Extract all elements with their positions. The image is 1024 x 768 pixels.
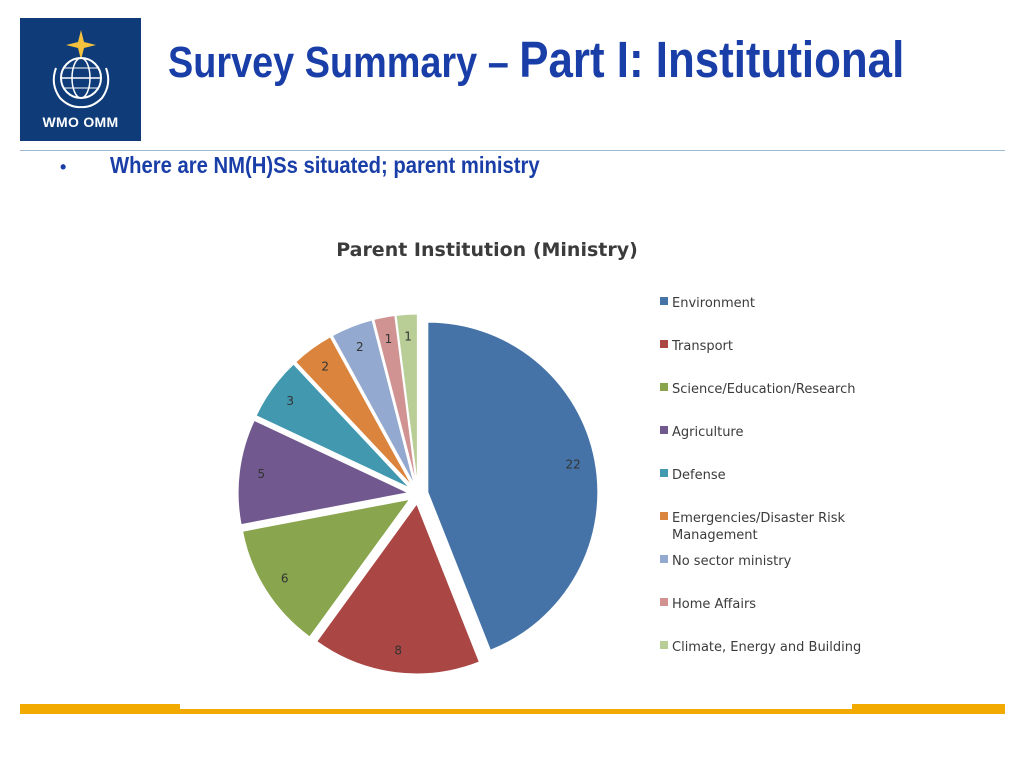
legend-item: Environment [660, 296, 755, 311]
legend-item: Home Affairs [660, 597, 756, 612]
legend-label: Agriculture [672, 425, 744, 440]
legend-swatch [660, 297, 668, 305]
title-divider [20, 150, 1005, 151]
pie-data-label: 1 [404, 329, 412, 343]
legend-swatch [660, 641, 668, 649]
pie-slice-science-education-research [241, 498, 411, 638]
pie-slice-emergencies-disaster-risk-management [295, 336, 413, 487]
legend-swatch [660, 383, 668, 391]
legend-swatch [660, 469, 668, 477]
logo-text: WMO OMM [42, 114, 119, 130]
chart-legend: Environment Transport Science/Education/Re… [660, 296, 861, 655]
pie-slice-environment [427, 321, 599, 651]
legend-swatch [660, 598, 668, 606]
pie-slice-home-affairs [373, 314, 417, 485]
legend-swatch [660, 555, 668, 563]
legend-swatch [660, 426, 668, 434]
pie-slice-no-sector-ministry [331, 319, 415, 485]
wmo-emblem-icon [52, 30, 109, 109]
chart-title: Parent Institution (Ministry) [336, 239, 638, 261]
pie-slices [237, 313, 599, 675]
legend-label: Home Affairs [672, 597, 756, 612]
legend-label: Management [672, 528, 758, 543]
bullet-marker: • [60, 157, 67, 177]
pie-data-label: 22 [565, 457, 580, 471]
slide-title-part2: Part I: Institutional [519, 31, 905, 88]
legend-swatch [660, 512, 668, 520]
legend-label: No sector ministry [672, 554, 792, 569]
legend-swatch [660, 340, 668, 348]
footer-accent-left [20, 704, 180, 714]
slide-title-part1: Survey Summary – [168, 38, 520, 87]
legend-item: Agriculture [660, 425, 744, 440]
pie-data-label: 2 [356, 340, 364, 354]
legend-item: No sector ministry [660, 554, 792, 569]
pie-slice-transport [316, 502, 480, 675]
pie-data-label: 2 [321, 359, 329, 373]
pie-slice-climate-energy-and-building [395, 313, 418, 485]
bullet-text: Where are NM(H)Ss situated; parent minis… [110, 152, 540, 178]
pie-data-label: 5 [258, 467, 266, 481]
pie-data-label: 6 [281, 572, 289, 586]
legend-label: Emergencies/Disaster Risk [672, 511, 846, 526]
legend-label: Transport [671, 339, 733, 354]
legend-label: Environment [672, 296, 755, 311]
bullet-item: • Where are NM(H)Ss situated; parent min… [60, 152, 598, 179]
pie-data-label: 3 [286, 394, 294, 408]
legend-label: Defense [672, 468, 726, 483]
pie-data-label: 1 [385, 332, 393, 346]
legend-item: Transport [660, 339, 733, 354]
legend-item: Defense [660, 468, 726, 483]
slide-title: Survey Summary – Part I: Institutional [168, 30, 904, 89]
wmo-logo: WMO OMM [20, 18, 141, 141]
legend-item: Climate, Energy and Building [660, 640, 861, 655]
legend-label: Climate, Energy and Building [672, 640, 861, 655]
footer-accent-right [852, 704, 1005, 714]
legend-item: Science/Education/Research [660, 382, 856, 397]
legend-label: Science/Education/Research [672, 382, 856, 397]
pie-slice-agriculture [237, 419, 410, 526]
pie-data-label: 8 [394, 644, 402, 658]
footer-accent-line [180, 709, 852, 714]
pie-slice-defense [255, 363, 411, 489]
legend-item: Emergencies/Disaster Risk Management [660, 511, 846, 543]
